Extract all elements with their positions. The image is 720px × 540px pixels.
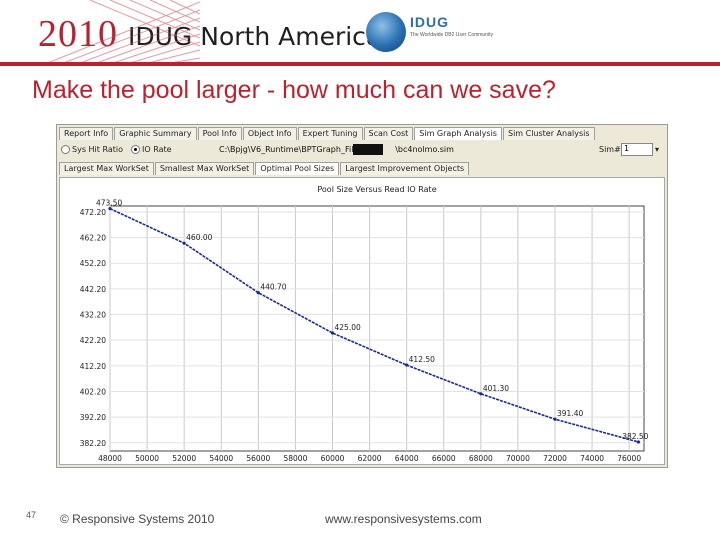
data-label: 382.50 bbox=[622, 432, 648, 441]
tab-sim-graph-analysis[interactable]: Sim Graph Analysis bbox=[414, 127, 502, 140]
y-tick-label: 422.20 bbox=[80, 336, 106, 345]
x-tick-label: 56000 bbox=[246, 454, 270, 463]
data-label: 401.30 bbox=[483, 384, 509, 393]
idug-logo-text: IDUG bbox=[410, 14, 449, 30]
y-tick-label: 452.20 bbox=[80, 259, 106, 268]
x-tick-label: 54000 bbox=[209, 454, 233, 463]
header-year: 2010 bbox=[38, 13, 118, 55]
data-point bbox=[108, 206, 112, 211]
sim-file-path-prefix: C:\Bpjg\V6_Runtime\BPTGraph_Files\ bbox=[219, 145, 366, 154]
footer-copyright: © Responsive Systems 2010 bbox=[60, 512, 215, 526]
tab-expert-tuning[interactable]: Expert Tuning bbox=[297, 127, 363, 140]
radio-sys-hit-ratio-label: Sys Hit Ratio bbox=[72, 145, 123, 154]
header-divider bbox=[0, 62, 720, 66]
chart-title: Pool Size Versus Read IO Rate bbox=[317, 185, 436, 194]
sim-number-input[interactable]: 1 bbox=[621, 143, 653, 156]
slide-header: 2010 IDUG North America IDUG The Worldwi… bbox=[0, 0, 720, 66]
dropdown-arrow-icon[interactable]: ▾ bbox=[655, 145, 660, 154]
data-point bbox=[553, 417, 557, 421]
slide-number: 47 bbox=[26, 510, 37, 520]
tab-graphic-summary[interactable]: Graphic Summary bbox=[114, 127, 197, 140]
footer-url: www.responsivesystems.com bbox=[325, 512, 482, 526]
sim-file-path-suffix: \bc4nolmo.sim bbox=[395, 145, 454, 154]
x-tick-label: 58000 bbox=[283, 454, 307, 463]
tab-smallest-max-workset[interactable]: Smallest Max WorkSet bbox=[154, 162, 255, 175]
tab-report-info[interactable]: Report Info bbox=[59, 127, 114, 140]
radio-unselected-icon bbox=[61, 145, 70, 154]
idug-logo-tagline: The Worldwide DB2 User Community bbox=[410, 32, 493, 38]
x-tick-label: 68000 bbox=[469, 454, 493, 463]
x-tick-label: 48000 bbox=[98, 454, 122, 463]
y-tick-label: 382.20 bbox=[80, 439, 106, 448]
application-window: Report Info Graphic Summary Pool Info Ob… bbox=[56, 124, 668, 468]
sim-number-label: Sim# bbox=[599, 145, 621, 154]
y-tick-label: 432.20 bbox=[80, 311, 106, 320]
radio-io-rate[interactable]: IO Rate bbox=[131, 145, 172, 154]
radio-sys-hit-ratio[interactable]: Sys Hit Ratio bbox=[61, 145, 123, 154]
sim-file-path: C:\Bpjg\V6_Runtime\BPTGraph_Files\ \bc4no… bbox=[219, 145, 454, 154]
slide-title: Make the pool larger - how much can we s… bbox=[32, 76, 556, 104]
data-label: 391.40 bbox=[557, 409, 583, 418]
x-tick-label: 76000 bbox=[617, 454, 641, 463]
data-label: 412.50 bbox=[409, 355, 435, 364]
x-tick-label: 70000 bbox=[506, 454, 530, 463]
tab-object-info[interactable]: Object Info bbox=[242, 127, 297, 140]
data-point bbox=[330, 331, 335, 335]
data-label: 425.00 bbox=[335, 323, 361, 332]
y-tick-label: 442.20 bbox=[80, 285, 106, 294]
y-tick-label: 412.20 bbox=[80, 362, 106, 371]
data-point bbox=[405, 363, 409, 367]
data-point bbox=[256, 291, 260, 295]
data-label: 473.50 bbox=[96, 199, 122, 208]
radio-selected-icon bbox=[131, 145, 140, 154]
options-row: Sys Hit Ratio IO Rate C:\Bpjg\V6_Runtime… bbox=[59, 142, 665, 160]
data-label: 440.70 bbox=[260, 283, 286, 292]
x-tick-label: 72000 bbox=[543, 454, 567, 463]
redaction-block bbox=[353, 144, 383, 155]
x-tick-label: 60000 bbox=[321, 454, 345, 463]
tab-largest-improvement-objects[interactable]: Largest Improvement Objects bbox=[340, 162, 470, 175]
tab-pool-info[interactable]: Pool Info bbox=[197, 127, 242, 140]
x-tick-label: 50000 bbox=[135, 454, 159, 463]
tab-sim-cluster-analysis[interactable]: Sim Cluster Analysis bbox=[502, 127, 595, 140]
tab-scan-cost[interactable]: Scan Cost bbox=[363, 127, 414, 140]
y-tick-label: 402.20 bbox=[80, 387, 106, 396]
tab-optimal-pool-sizes[interactable]: Optimal Pool Sizes bbox=[255, 162, 340, 175]
chart-panel: Pool Size Versus Read IO Rate 48000 50000 5… bbox=[59, 177, 665, 465]
idug-globe-logo-icon bbox=[366, 12, 406, 52]
x-tick-label: 62000 bbox=[358, 454, 382, 463]
series-line bbox=[109, 207, 639, 443]
decorative-stripes-icon bbox=[39, 0, 200, 66]
tab-largest-max-workset[interactable]: Largest Max WorkSet bbox=[59, 162, 154, 175]
y-tick-label: 472.20 bbox=[80, 208, 106, 217]
x-tick-label: 52000 bbox=[172, 454, 196, 463]
x-tick-label: 64000 bbox=[395, 454, 419, 463]
data-label: 460.00 bbox=[186, 233, 212, 242]
x-tick-label: 74000 bbox=[580, 454, 604, 463]
data-point bbox=[182, 241, 186, 245]
y-tick-label: 462.20 bbox=[80, 234, 106, 243]
sub-tab-bar: Largest Max WorkSet Smallest Max WorkSet… bbox=[59, 162, 470, 175]
y-tick-label: 392.20 bbox=[80, 413, 106, 422]
x-tick-label: 66000 bbox=[432, 454, 456, 463]
top-tab-bar: Report Info Graphic Summary Pool Info Ob… bbox=[59, 127, 596, 140]
data-point bbox=[479, 392, 483, 396]
data-point bbox=[636, 440, 641, 444]
pool-size-chart: Pool Size Versus Read IO Rate 48000 50000 5… bbox=[80, 185, 649, 463]
radio-io-rate-label: IO Rate bbox=[142, 145, 172, 154]
